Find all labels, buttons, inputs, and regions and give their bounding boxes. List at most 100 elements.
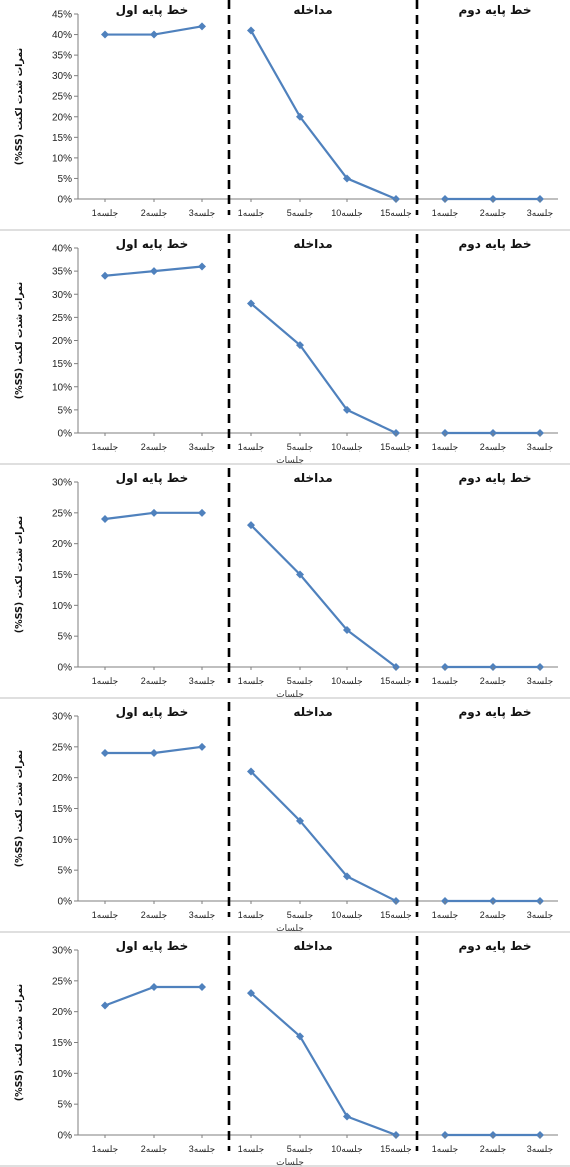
- y-tick-label: 5%: [58, 866, 73, 877]
- data-point: [101, 271, 109, 280]
- y-tick-label: 0%: [58, 663, 73, 674]
- x-tick-label: جلسه1: [92, 208, 118, 218]
- x-tick-label: جلسه3: [527, 676, 553, 686]
- y-tick-label: 30%: [52, 946, 72, 957]
- data-point: [247, 767, 255, 776]
- data-point: [150, 983, 158, 991]
- y-tick-label: 25%: [52, 742, 72, 753]
- phase-label: مداخله: [293, 3, 332, 17]
- x-tick-label: جلسه3: [189, 1144, 215, 1154]
- phase-label: مداخله: [293, 237, 332, 251]
- phase-label: خط پایه اول: [116, 3, 189, 18]
- data-point: [150, 30, 158, 39]
- x-tick-label: جلسه5: [287, 676, 313, 686]
- data-point: [343, 174, 351, 183]
- data-point: [343, 405, 351, 414]
- y-tick-label: 20%: [52, 539, 72, 550]
- y-tick-label: 0%: [58, 195, 73, 206]
- x-tick-label: جلسه10: [331, 1144, 362, 1154]
- y-tick-label: 5%: [58, 1100, 73, 1111]
- x-tick-label: جلسه2: [480, 676, 506, 686]
- x-tick-label: جلسه2: [480, 208, 506, 218]
- data-point: [296, 570, 304, 579]
- data-point: [198, 742, 206, 751]
- data-point: [296, 1032, 304, 1041]
- data-point: [198, 508, 206, 517]
- x-tick-label: جلسه1: [92, 442, 118, 452]
- y-tick-label: 15%: [52, 359, 72, 370]
- x-tick-label: جلسه5: [287, 1144, 313, 1154]
- y-tick-label: 10%: [52, 835, 72, 846]
- y-tick-label: 40%: [52, 30, 72, 41]
- data-point: [247, 521, 255, 530]
- x-tick-label: جلسه2: [480, 910, 506, 920]
- phase-label: خط پایه دوم: [458, 471, 531, 486]
- x-tick-label: جلسه1: [238, 208, 264, 218]
- y-tick-label: 20%: [52, 112, 72, 123]
- phase-label: خط پایه دوم: [458, 3, 531, 18]
- x-tick-label: جلسه15: [380, 910, 411, 920]
- x-tick-label: جلسه5: [287, 208, 313, 218]
- y-tick-label: 20%: [52, 1007, 72, 1018]
- chart-panel-3: 0% 5% 10% 15% 20% 25% 30% نمرات شدت لکنت (SS%) ج…: [0, 468, 570, 699]
- data-point: [247, 26, 255, 35]
- x-tick-label: جلسه2: [141, 442, 167, 452]
- x-tick-label: جلسه15: [380, 676, 411, 686]
- y-tick-label: 30%: [52, 712, 72, 723]
- x-tick-label: جلسه5: [287, 442, 313, 452]
- x-tick-label: جلسه10: [331, 910, 362, 920]
- phase-label: مداخله: [293, 705, 332, 719]
- x-tick-label: جلسه15: [380, 1144, 411, 1154]
- y-tick-label: 5%: [58, 405, 73, 416]
- y-tick-label: 30%: [52, 478, 72, 489]
- y-axis-title: نمرات شدت لکنت (SS%): [14, 984, 25, 1101]
- x-tick-label: جلسه1: [92, 676, 118, 686]
- chart-panel-2: 0% 5% 10% 15% 20% 25% 30% 35% 40% نمرات شدت لکنت …: [0, 234, 570, 465]
- x-axis-title: جلسات: [276, 1158, 304, 1167]
- data-point: [101, 515, 109, 523]
- y-tick-label: 15%: [52, 804, 72, 815]
- x-tick-label: جلسه10: [331, 676, 362, 686]
- data-point: [296, 112, 304, 121]
- y-tick-label: 0%: [58, 429, 73, 440]
- data-point: [296, 341, 304, 350]
- y-tick-label: 15%: [52, 570, 72, 581]
- series-line: [250, 524, 397, 668]
- chart-svg-1: 0% 5% 10% 15% 20% 25% 30% 35% 40% 45% نمرات شدت لک…: [0, 0, 570, 231]
- data-point: [247, 989, 255, 998]
- data-point: [343, 872, 351, 881]
- chart-svg-5: 0% 5% 10% 15% 20% 25% 30% نمرات شدت لکنت (SS%) ج…: [0, 936, 570, 1167]
- y-tick-label: 40%: [52, 244, 72, 255]
- x-tick-label: جلسه15: [380, 442, 411, 452]
- series-line: [250, 302, 397, 434]
- data-point: [296, 816, 304, 825]
- series-line: [250, 29, 397, 201]
- y-tick-label: 25%: [52, 92, 72, 103]
- x-axis-title: جلسات: [276, 456, 304, 465]
- x-tick-label: جلسه1: [432, 442, 458, 452]
- data-point: [247, 299, 255, 308]
- y-tick-label: 35%: [52, 51, 72, 62]
- phase-label: خط پایه اول: [116, 939, 189, 954]
- series-line: [250, 992, 397, 1137]
- chart-panel-5: 0% 5% 10% 15% 20% 25% 30% نمرات شدت لکنت (SS%) ج…: [0, 936, 570, 1167]
- data-point: [101, 30, 109, 39]
- phase-label: خط پایه دوم: [458, 237, 531, 252]
- y-tick-label: 20%: [52, 773, 72, 784]
- x-axis-title: جلسات: [276, 690, 304, 699]
- x-tick-label: جلسه3: [189, 910, 215, 920]
- data-point: [198, 262, 206, 271]
- y-tick-label: 0%: [58, 897, 73, 908]
- data-point: [343, 626, 351, 634]
- x-tick-label: جلسه15: [380, 208, 411, 218]
- y-tick-label: 25%: [52, 313, 72, 324]
- y-tick-label: 30%: [52, 71, 72, 82]
- y-tick-label: 15%: [52, 1038, 72, 1049]
- x-axis-title: جلسات: [276, 924, 304, 933]
- x-tick-label: جلسه3: [527, 208, 553, 218]
- x-tick-label: جلسه2: [141, 910, 167, 920]
- x-tick-label: جلسه3: [527, 1144, 553, 1154]
- x-tick-label: جلسه2: [141, 676, 167, 686]
- x-tick-label: جلسه1: [238, 910, 264, 920]
- chart-svg-3: 0% 5% 10% 15% 20% 25% 30% نمرات شدت لکنت (SS%) ج…: [0, 468, 570, 699]
